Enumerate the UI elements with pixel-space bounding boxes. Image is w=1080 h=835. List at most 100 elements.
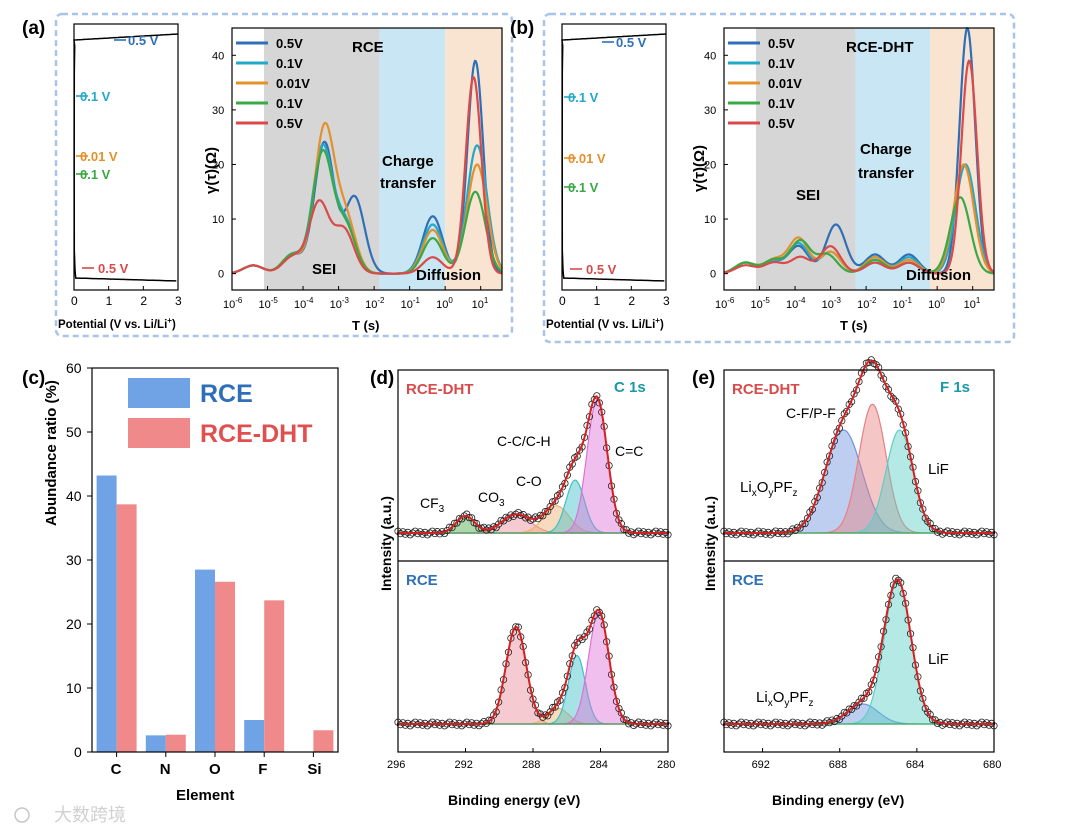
- drt-ytick-label: 40: [212, 50, 224, 62]
- xps-fit-line: [398, 395, 668, 534]
- bar-legend-swatch: [128, 378, 190, 408]
- drt-ytick-label: 20: [212, 159, 224, 171]
- drt-xtick-base: 10: [436, 299, 448, 311]
- voltage-marker-label: 0.1 V: [568, 90, 599, 105]
- xps-data-point: [929, 524, 937, 533]
- drt-legend-label: 0.1V: [768, 96, 795, 111]
- anno-o: O: [757, 479, 769, 496]
- xps-data-point: [433, 719, 441, 727]
- drt-xtick-exp: -4: [798, 296, 806, 305]
- drt-ytick-label: 10: [704, 214, 716, 226]
- xps-data-point: [512, 623, 520, 631]
- xps-data-point: [593, 392, 601, 400]
- xps-data-point: [784, 530, 792, 538]
- xps-data-point: [762, 530, 770, 538]
- xps-data-point: [642, 721, 650, 729]
- xps-data-point: [732, 531, 740, 539]
- xps-data-point: [744, 721, 753, 729]
- xps-data-point: [951, 721, 959, 729]
- xps-data-point: [862, 689, 870, 698]
- xps-data-point: [867, 356, 875, 364]
- drt-legend-label: 0.01V: [768, 76, 802, 91]
- xps-data-point: [811, 719, 819, 727]
- anno-z: z: [793, 488, 798, 499]
- drt-ytick-label: 20: [704, 159, 716, 171]
- drt-xtick-base: 10: [365, 299, 377, 311]
- drt-xtick-exp: -3: [834, 296, 842, 305]
- panel-a-voltage-xlabel-sup: +: [167, 316, 172, 325]
- xps-sample-label: RCE: [732, 572, 764, 589]
- drt-xtick-label: 101: [472, 296, 489, 311]
- bar-category-label: N: [160, 761, 171, 778]
- panel-d-anno-co3-main: CO: [478, 489, 499, 505]
- drt-xtick-exp: -5: [763, 296, 771, 305]
- xps-component-peak: [398, 626, 668, 725]
- xps-data-point: [889, 394, 897, 403]
- drt-xtick-base: 10: [964, 299, 976, 311]
- panel-e-anno-lif-bottom: LiF: [928, 651, 949, 668]
- xps-data-point: [558, 483, 567, 491]
- voltage-xtick-label: 2: [140, 294, 147, 308]
- anno-y: y: [768, 488, 773, 499]
- bar-ytick-label: 60: [66, 360, 82, 376]
- xps-data-point: [973, 531, 981, 539]
- drt-xtick-base: 10: [223, 299, 235, 311]
- xps-data-point: [725, 719, 733, 727]
- xps-data-point: [813, 721, 821, 729]
- bar-ytick-label: 10: [66, 680, 82, 696]
- watermark: 大数跨境: [14, 805, 126, 825]
- panel-e-anno-lixoypfz-top: LixOyPFz: [740, 479, 798, 499]
- xps-data-point: [416, 528, 424, 536]
- xps-data-point: [725, 528, 733, 536]
- panel-e-anno-lif-top: LiF: [928, 461, 949, 478]
- drt-xtick-label: 10-6: [223, 296, 243, 311]
- drt-xtick-base: 10: [857, 299, 869, 311]
- xps-data-point: [960, 718, 969, 726]
- drt-xtick-exp: 0: [940, 296, 945, 305]
- xps-data-point: [749, 531, 758, 539]
- drt-xtick-label: 10-4: [786, 296, 806, 311]
- panel-b-drt-title: RCE-DHT: [846, 39, 914, 56]
- drt-xtick-label: 100: [928, 296, 945, 311]
- panel-a-drt-ylabel: γ(τ)(Ω): [203, 147, 220, 194]
- xps-data-point: [965, 528, 974, 536]
- drt-xtick-exp: -2: [869, 296, 877, 305]
- xps-data-point: [539, 512, 547, 520]
- bar-legend-swatch: [128, 418, 190, 448]
- xps-data-point: [418, 721, 427, 729]
- anno-y-b: y: [784, 698, 789, 709]
- bar-ytick-label: 0: [74, 744, 82, 760]
- xps-data-point: [732, 722, 740, 730]
- xps-data-point: [943, 718, 951, 726]
- bar-ytick-label: 30: [66, 552, 82, 568]
- xps-data-point: [418, 530, 427, 538]
- drt-xtick-label: 10-5: [751, 296, 771, 311]
- bar-category-label: Si: [307, 761, 321, 778]
- xps-data-point: [411, 718, 419, 726]
- xps-data-point: [630, 721, 638, 730]
- xps-fit-line: [724, 578, 994, 725]
- panel-a-voltage-plot: Potential (V vs. Li/Li+) 0 1 2 3 0.5 V 0.1 V 0…: [58, 23, 182, 331]
- xps-data-point: [762, 721, 770, 729]
- xps-data-point: [877, 371, 885, 379]
- xps-data-point: [639, 719, 648, 727]
- drt-xtick-label: 10-2: [857, 296, 877, 311]
- drt-region: [855, 28, 931, 290]
- panel-c-ylabel: Abundance ratio (%): [43, 380, 60, 526]
- voltage-marker-label: 0.5 V: [128, 33, 159, 48]
- voltage-curve: [73, 33, 178, 282]
- drt-legend-label: 0.01V: [276, 76, 310, 91]
- xps-data-point: [436, 721, 444, 729]
- voltage-xtick-label: 0: [559, 294, 566, 308]
- xps-data-point: [808, 505, 816, 514]
- xps-data-point: [659, 721, 667, 729]
- xps-data-point: [399, 719, 407, 727]
- xps-data-point: [639, 528, 648, 536]
- xps-data-point: [659, 530, 667, 538]
- panel-d-title: C 1s: [614, 379, 646, 396]
- xps-data-point: [401, 530, 409, 538]
- xps-data-point: [843, 407, 851, 415]
- drt-ytick-label: 10: [212, 214, 224, 226]
- panel-a-region-transfer: transfer: [380, 175, 436, 192]
